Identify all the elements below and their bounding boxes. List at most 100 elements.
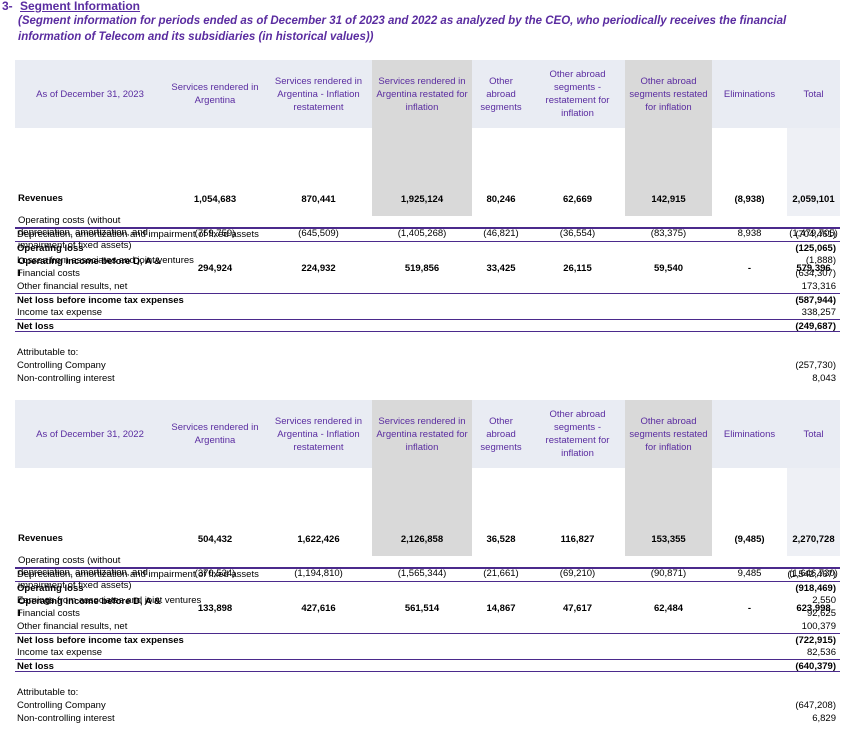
column-header: Services rendered in Argentina: [171, 422, 259, 446]
summary-row: Attributable to:: [15, 686, 840, 699]
summary-label: Operating loss: [17, 583, 84, 594]
total-band: [787, 128, 840, 216]
summary-label: Income tax expense: [17, 307, 103, 318]
summary-row: Net loss before income tax expenses (587,…: [15, 293, 840, 306]
summary-row: Operating loss (125,065): [15, 241, 840, 254]
column-header: Services rendered in Argentina restated …: [376, 75, 468, 113]
cell-value: 1,925,124: [400, 193, 444, 205]
shaded-column: [625, 60, 712, 216]
cell-value: 62,484: [653, 602, 684, 614]
cell-value: 142,915: [651, 193, 686, 205]
summary-label: Financial costs: [17, 608, 80, 619]
summary-row: Net loss (640,379): [15, 659, 840, 672]
summary-row: Depreciation, amortization and impairmen…: [15, 568, 840, 581]
summary-row: Non-controlling interest 6,829: [15, 712, 840, 725]
row-label: Revenues: [18, 532, 63, 544]
column-header: As of December 31, 2023: [36, 88, 144, 100]
cell-value: 2,126,858: [400, 533, 444, 545]
summary-label: Earnings from associates and joint ventu…: [17, 595, 202, 606]
cell-value: 8,938: [737, 228, 762, 239]
cell-value: (8,938): [734, 193, 765, 205]
cell-value: 579,396: [796, 262, 831, 274]
cell-value: 62,669: [562, 193, 593, 205]
cell-value: (1,646,730): [789, 568, 838, 579]
cell-value: (645,509): [298, 228, 339, 239]
summary-value: 173,316: [801, 281, 836, 292]
summary-row: Controlling Company (257,730): [15, 359, 840, 372]
total-band: [787, 468, 840, 556]
cell-value: 623,998: [796, 602, 831, 614]
summary-value: 8,043: [812, 373, 836, 384]
cell-value: (21,661): [483, 568, 519, 579]
summary-row: Income tax expense 338,257: [15, 306, 840, 319]
summary-row: Losses from associates and joint venture…: [15, 254, 840, 267]
summary-label: Net loss before income tax expenses: [17, 635, 184, 646]
cell-value: (1,194,810): [294, 568, 343, 579]
cell-value: (9,485): [734, 533, 765, 545]
cell-value: 294,924: [197, 262, 233, 274]
cell-value: (1,479,705): [789, 228, 838, 239]
cell-value: (69,210): [559, 568, 596, 579]
cell-value: 153,355: [651, 533, 686, 545]
summary-row: Operating loss (918,469): [15, 581, 840, 594]
summary-row: Income tax expense 82,536: [15, 646, 840, 659]
section-title: Segment Information: [20, 0, 141, 13]
summary-label: Depreciation, amortization and impairmen…: [17, 569, 259, 580]
column-header: Eliminations: [723, 428, 776, 440]
summary-value: (125,065): [795, 243, 836, 254]
summary-value: (918,469): [795, 583, 836, 594]
summary-value: (587,944): [795, 295, 836, 306]
summary-label: Net loss: [17, 661, 54, 672]
summary-label: Financial costs: [17, 268, 80, 279]
summary-row: Financial costs 92,625: [15, 607, 840, 620]
cell-value: 26,115: [563, 262, 592, 274]
cell-value: (36,554): [559, 228, 596, 239]
cell-value: 9,485: [737, 568, 762, 579]
summary-label: Depreciation, amortization and impairmen…: [17, 229, 259, 240]
column-header: Services rendered in Argentina - Inflati…: [274, 75, 363, 113]
column-header: Other abroad segments: [480, 415, 522, 453]
summary-value: 2,550: [812, 595, 836, 606]
summary-label: Other financial results, net: [17, 281, 128, 292]
row-label: Operating costs (without depreciation, a…: [18, 214, 148, 251]
cell-value: 2,059,101: [792, 193, 835, 205]
shaded-column: [625, 400, 712, 556]
summary-label: Operating loss: [17, 243, 84, 254]
section-number: 3-: [2, 0, 13, 13]
column-header: Eliminations: [723, 88, 776, 100]
cell-value: 1,054,683: [193, 193, 237, 205]
summary-value: (257,730): [795, 360, 836, 371]
summary-row: Net loss (249,687): [15, 319, 840, 332]
cell-value: 36,528: [486, 533, 516, 545]
summary-value: (722,915): [795, 635, 836, 646]
cell-value: 2,270,728: [792, 533, 835, 545]
cell-value: (83,375): [650, 228, 687, 239]
summary-row: Earnings from associates and joint ventu…: [15, 594, 840, 607]
summary-label: Net loss: [17, 321, 54, 332]
column-header: Other abroad segments - restatement for …: [545, 409, 610, 459]
column-header: Other abroad segments: [480, 75, 522, 113]
summary-label: Attributable to:: [17, 347, 79, 358]
cell-value: 561,514: [404, 602, 440, 614]
cell-value: 870,441: [301, 193, 336, 205]
row-label: Operating income before D, A & I: [18, 255, 161, 280]
cell-value: 59,540: [653, 262, 684, 274]
summary-row: Non-controlling interest 8,043: [15, 372, 840, 385]
column-header: Total: [803, 428, 824, 440]
cell-value: (759,759): [194, 228, 236, 239]
summary-value: (634,307): [795, 268, 836, 279]
summary-value: (704,461): [795, 229, 836, 240]
column-header: Services rendered in Argentina restated …: [376, 415, 468, 453]
summary-label: Non-controlling interest: [17, 713, 115, 724]
cell-value: 427,616: [301, 602, 336, 614]
summary-value: 338,257: [801, 307, 836, 318]
column-header: As of December 31, 2022: [36, 428, 144, 440]
cell-value: 519,856: [404, 262, 440, 274]
cell-value: 116,827: [560, 533, 595, 545]
summary-value: (640,379): [795, 661, 836, 672]
cell-value: (370,534): [194, 568, 236, 579]
row-label: Operating income before D, A & I: [18, 595, 161, 620]
cell-value: (1,405,268): [397, 228, 447, 239]
summary-row: Other financial results, net 173,316: [15, 280, 840, 293]
cell-value: 47,617: [562, 602, 593, 614]
